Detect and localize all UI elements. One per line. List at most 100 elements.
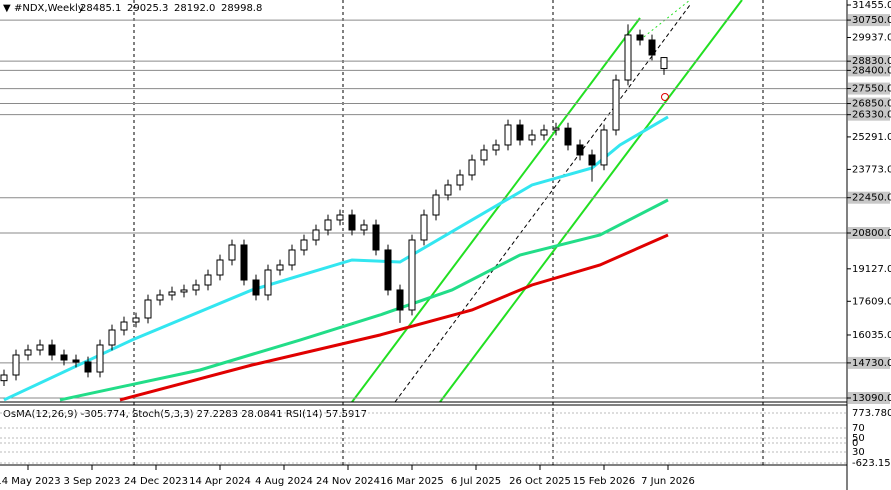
price-box (848, 64, 890, 77)
candle-body (216, 259, 224, 276)
candle-body (276, 264, 284, 271)
candle-body (552, 127, 560, 131)
y-tick-label: 20800.0 (852, 228, 891, 239)
x-tick-label: 16 Mar 2025 (380, 476, 443, 487)
indicator-tick-label: 30 (852, 447, 865, 458)
price-box (848, 97, 890, 110)
candle-body (84, 361, 92, 373)
candle-body (228, 244, 236, 261)
x-tick-label: 6 Jul 2025 (451, 476, 501, 487)
y-tick-label: 16035.0 (852, 330, 891, 341)
y-tick-label: 23773.0 (852, 164, 891, 175)
candle-body (72, 359, 80, 363)
y-tick-label: 13090.0 (852, 393, 891, 404)
y-tick-label: 17609.0 (852, 296, 891, 307)
candle-body (564, 127, 572, 146)
candle-body (144, 299, 152, 319)
indicator-title: OsMA(12,26,9) -305.774, Stoch(5,3,3) 27.… (3, 409, 367, 420)
candle-body (648, 39, 656, 56)
candle-body (168, 291, 176, 296)
x-tick-label: 4 Aug 2024 (255, 476, 313, 487)
indicator-tick-label: 773.780 (852, 408, 891, 419)
candle-body (120, 321, 128, 331)
candle-body (312, 229, 320, 241)
candle-body (600, 129, 608, 166)
moving-average (119, 233, 669, 402)
candle-body (468, 159, 476, 176)
x-tick-label: 15 Feb 2026 (573, 476, 635, 487)
candle-body (0, 374, 8, 382)
candle-body (624, 34, 632, 81)
plot (0, 19, 847, 402)
y-tick-label: 27550.0 (852, 84, 891, 95)
y-tick-label: 26850.0 (852, 99, 891, 110)
indicator-tick-label: 0 (852, 438, 858, 449)
candle-body (348, 214, 356, 231)
candle-body (180, 289, 188, 293)
price-box (848, 392, 890, 404)
channel-dotted (639, 0, 691, 41)
candle-body (384, 249, 392, 291)
price-box (848, 191, 890, 204)
y-tick-label: 25291.0 (852, 132, 891, 143)
candle-body (576, 144, 584, 156)
candle-body (504, 124, 512, 146)
marker (661, 93, 669, 101)
indicator-tick-label: 70 (852, 423, 865, 434)
candle-body (420, 214, 428, 241)
candle-body (372, 224, 380, 251)
candle-body (12, 354, 20, 376)
menu-arrow[interactable]: ▼ (3, 3, 11, 14)
candle-body (456, 174, 464, 186)
candle-body (660, 57, 668, 70)
candle-body (48, 344, 56, 356)
price-box (848, 227, 890, 240)
indicator-tick-label: 50 (852, 433, 865, 444)
candle-body (240, 244, 248, 281)
candle-body (252, 279, 260, 296)
y-tick-label: 28400.0 (852, 65, 891, 76)
candle-body (588, 154, 596, 166)
x-tick-label: 24 Dec 2023 (124, 476, 188, 487)
candle-body (60, 354, 68, 361)
candle-body (192, 284, 200, 291)
header-value: 28192.0 (174, 3, 215, 14)
candle-body (636, 34, 644, 41)
price-box (848, 82, 890, 95)
x-tick-label: 3 Sep 2023 (63, 476, 120, 487)
x-tick-label: 14 May 2023 (0, 476, 61, 487)
candle-body (360, 224, 368, 231)
candle-body (24, 349, 32, 356)
channel-mid (394, 4, 691, 403)
y-tick-label: 29937.0 (852, 32, 891, 43)
y-tick-label: 30750.0 (852, 15, 891, 26)
x-tick-label: 26 Oct 2025 (509, 476, 571, 487)
price-box (848, 108, 890, 121)
y-tick-label: 26330.0 (852, 110, 891, 121)
candle-body (612, 79, 620, 131)
candle-body (480, 149, 488, 161)
x-tick-label: 14 Apr 2024 (189, 476, 251, 487)
candle-body (528, 134, 536, 141)
price-box (848, 356, 890, 369)
candle-body (492, 144, 500, 151)
candle-body (108, 329, 116, 346)
y-tick-label: 19127.0 (852, 264, 891, 275)
y-tick-label: 22450.0 (852, 193, 891, 204)
x-tick-label: 24 Nov 2024 (316, 476, 380, 487)
candle-body (324, 219, 332, 231)
y-tick-label: 28830.0 (852, 56, 891, 67)
channel (351, 0, 743, 403)
moving-average (59, 198, 669, 402)
candle-body (288, 249, 296, 266)
y-tick-label: 31455.0 (852, 0, 891, 11)
candle-body (204, 274, 212, 286)
candle-body (264, 269, 272, 296)
candle-body (156, 294, 164, 301)
candle-body (36, 344, 44, 351)
candle-body (408, 239, 416, 311)
header-value: 28998.8 (221, 3, 262, 14)
candle-body (444, 184, 452, 196)
x-tick-label: 7 Jun 2026 (641, 476, 695, 487)
